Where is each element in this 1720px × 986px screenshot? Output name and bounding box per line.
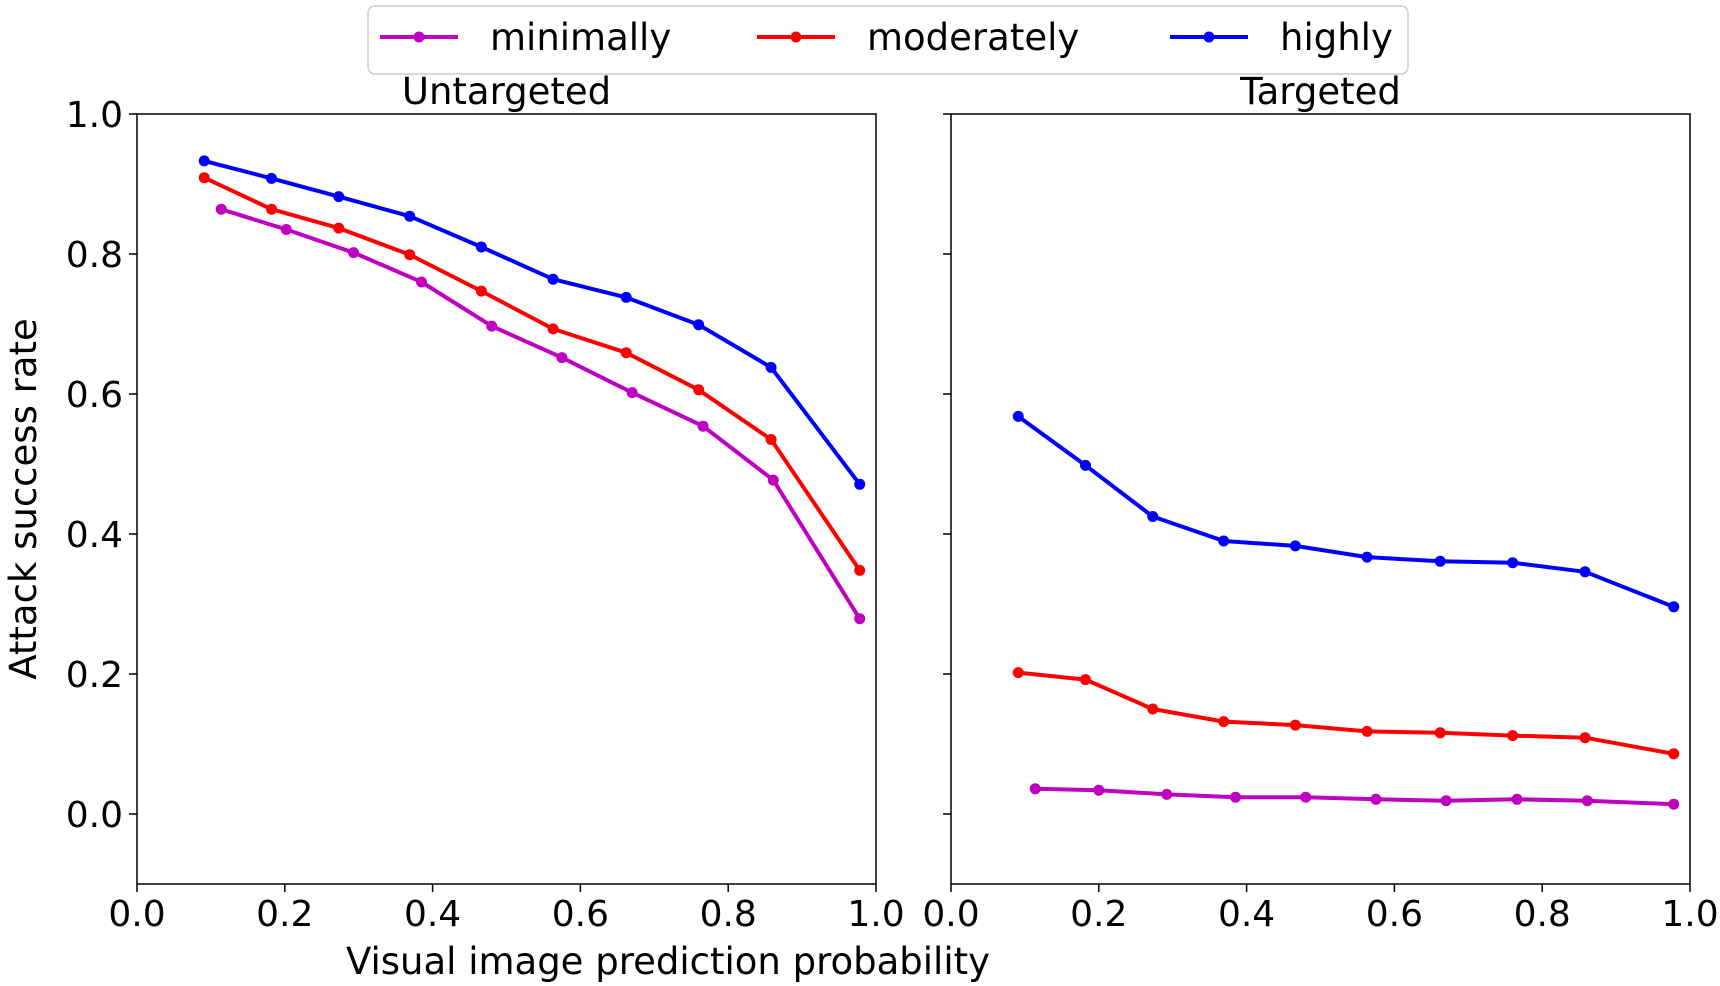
panel-1-moderately-point-6 bbox=[620, 347, 632, 359]
panel-1-minimally-point-3 bbox=[416, 276, 428, 288]
panel-1-highly-point-8 bbox=[765, 361, 777, 373]
panel-2-minimally-point-0 bbox=[1029, 783, 1041, 795]
panel-1-x-tick-label-2: 0.4 bbox=[404, 894, 461, 935]
panel-2-moderately-point-0 bbox=[1012, 667, 1024, 679]
panel-1-axes-frame bbox=[136, 113, 877, 885]
panel-2-moderately-point-6 bbox=[1434, 727, 1446, 739]
panel-2-moderately-point-7 bbox=[1507, 730, 1519, 742]
panel-1-x-tick-label-1: 0.2 bbox=[256, 894, 313, 935]
panel-2-series-line-minimally bbox=[1033, 786, 1676, 807]
panel-1-moderately-point-1 bbox=[265, 203, 277, 215]
panel-1-moderately-point-5 bbox=[547, 323, 559, 335]
panel-1-moderately-point-3 bbox=[404, 249, 416, 261]
legend-label-highly: highly bbox=[1280, 16, 1393, 59]
panel-2-x-tick-label-2: 0.4 bbox=[1218, 894, 1275, 935]
panel-1-minimally-point-7 bbox=[697, 420, 709, 432]
panel-1-series-line-highly bbox=[202, 158, 862, 487]
panel-1-moderately-point-9 bbox=[854, 564, 866, 576]
panel-1-highly-point-0 bbox=[198, 155, 210, 167]
panel-1-y-tick-label-2: 0.4 bbox=[66, 515, 123, 556]
panel-2-moderately-point-3 bbox=[1218, 716, 1230, 728]
panel-1-x-tick-label-0: 0.0 bbox=[108, 894, 165, 935]
panel-1-series-line-moderately bbox=[202, 175, 862, 573]
panel-2-x-tick-label-3: 0.6 bbox=[1366, 894, 1423, 935]
legend-marker-minimally bbox=[413, 31, 425, 43]
panel-1-highly-point-2 bbox=[333, 191, 345, 203]
panel-1-y-tick-label-5: 1.0 bbox=[66, 95, 123, 136]
legend-marker-highly bbox=[1203, 31, 1215, 43]
panel-2-highly-point-1 bbox=[1079, 459, 1091, 471]
panel-1-moderately-point-2 bbox=[333, 222, 345, 234]
panel-1-highly-point-7 bbox=[693, 319, 705, 331]
panel-2-moderately-point-2 bbox=[1147, 703, 1159, 715]
panel-2-highly-point-3 bbox=[1218, 535, 1230, 547]
panel-2-title: Targeted bbox=[1239, 70, 1401, 113]
panel-1-moderately-point-4 bbox=[475, 285, 487, 297]
panel-2-x-tick-label-0: 0.0 bbox=[922, 894, 979, 935]
panel-2-minimally-point-6 bbox=[1440, 795, 1452, 807]
panel-2-highly-point-9 bbox=[1668, 601, 1680, 613]
legend-marker-moderately bbox=[790, 31, 802, 43]
panel-2-series-line-moderately bbox=[1016, 670, 1676, 756]
panel-1-moderately-point-7 bbox=[693, 384, 705, 396]
panel-1-highly-point-1 bbox=[265, 172, 277, 184]
panel-1-highly-point-9 bbox=[854, 478, 866, 490]
panel-2-highly-point-4 bbox=[1289, 540, 1301, 552]
panel-2-minimally-point-9 bbox=[1668, 798, 1680, 810]
legend-label-moderately: moderately bbox=[867, 16, 1079, 59]
panel-1-minimally-point-4 bbox=[486, 320, 498, 332]
panel-2-minimally-point-5 bbox=[1370, 793, 1382, 805]
panel-1-series-line-minimally bbox=[219, 207, 862, 621]
panel-2-highly-point-7 bbox=[1507, 557, 1519, 569]
panel-2-minimally-point-1 bbox=[1093, 784, 1105, 796]
panel-2-axes-frame bbox=[950, 113, 1691, 885]
panel-2-minimally-point-4 bbox=[1300, 791, 1312, 803]
panel-2-x-tick-label-1: 0.2 bbox=[1070, 894, 1127, 935]
legend-label-minimally: minimally bbox=[490, 16, 671, 59]
panel-1-highly-point-5 bbox=[547, 273, 559, 285]
panel-1-highly-point-6 bbox=[620, 291, 632, 303]
x-axis-title: Visual image prediction probability bbox=[346, 940, 990, 983]
panel-1-highly-point-4 bbox=[475, 241, 487, 253]
panel-1-moderately-point-0 bbox=[198, 172, 210, 184]
panel-1-minimally-point-6 bbox=[626, 387, 638, 399]
panel-1-minimally-point-1 bbox=[280, 224, 292, 235]
panel-2-minimally-point-7 bbox=[1511, 793, 1523, 805]
panel-1-minimally-point-2 bbox=[348, 247, 360, 259]
panel-2-highly-point-0 bbox=[1012, 410, 1024, 422]
panel-1-minimally-point-9 bbox=[854, 613, 866, 625]
panel-1-y-tick-label-4: 0.8 bbox=[66, 235, 123, 276]
panel-1-title: Untargeted bbox=[402, 70, 611, 113]
panel-1-x-tick-label-5: 1.0 bbox=[847, 894, 904, 935]
panel-2-minimally-point-3 bbox=[1230, 791, 1242, 803]
panel-1-highly-point-3 bbox=[404, 210, 416, 222]
panel-1-minimally-point-0 bbox=[215, 203, 227, 215]
panel-1-y-tick-label-1: 0.2 bbox=[66, 655, 123, 696]
panel-1-y-tick-label-3: 0.6 bbox=[66, 375, 123, 416]
panel-2-minimally-point-8 bbox=[1581, 795, 1593, 807]
panel-2-moderately-point-4 bbox=[1289, 719, 1301, 731]
panel-1-y-tick-label-0: 0.0 bbox=[66, 795, 123, 836]
panel-2-moderately-point-1 bbox=[1079, 674, 1091, 686]
panel-1-minimally-point-8 bbox=[767, 474, 779, 486]
panel-2-highly-point-6 bbox=[1434, 555, 1446, 567]
panel-1-x-tick-label-3: 0.6 bbox=[552, 894, 609, 935]
panel-2-series-line-highly bbox=[1016, 414, 1676, 609]
panel-1-x-tick-label-4: 0.8 bbox=[700, 894, 757, 935]
panel-2-highly-point-2 bbox=[1147, 511, 1159, 522]
panel-2-moderately-point-5 bbox=[1361, 725, 1373, 737]
panel-2-x-tick-label-5: 1.0 bbox=[1661, 894, 1718, 935]
panel-2-highly-point-8 bbox=[1579, 566, 1591, 578]
panel-2-moderately-point-9 bbox=[1668, 748, 1680, 760]
panel-2-minimally-point-2 bbox=[1161, 788, 1173, 800]
legend-box bbox=[367, 5, 1409, 75]
panel-2-highly-point-5 bbox=[1361, 551, 1373, 563]
y-axis-title: Attack success rate bbox=[2, 318, 45, 680]
panel-1-minimally-point-5 bbox=[556, 352, 568, 364]
panel-2-x-tick-label-4: 0.8 bbox=[1514, 894, 1571, 935]
panel-1-moderately-point-8 bbox=[765, 434, 777, 445]
panel-2-moderately-point-8 bbox=[1579, 732, 1591, 744]
